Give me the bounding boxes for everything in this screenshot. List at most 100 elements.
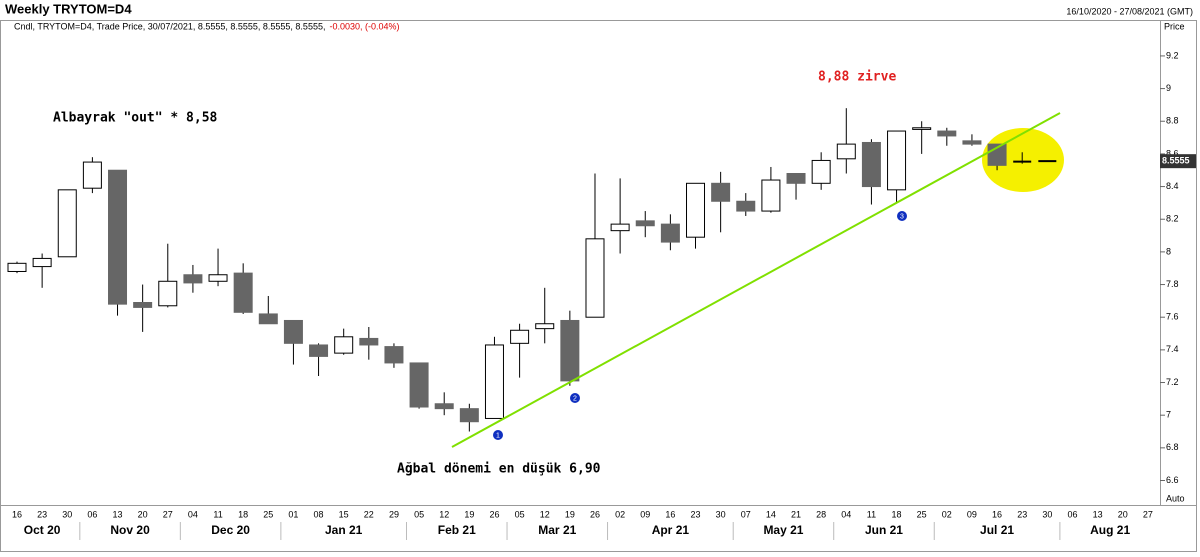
candle-body xyxy=(7,262,27,272)
y-tick-label: 7.6 xyxy=(1166,312,1179,322)
month-label: Jun 21 xyxy=(865,523,903,537)
x-tick-label: 27 xyxy=(1143,509,1153,519)
candle-body xyxy=(962,140,982,145)
candle-body xyxy=(334,336,354,354)
candle-body xyxy=(610,223,630,232)
y-tick-label: 8.8 xyxy=(1166,116,1179,126)
y-tick-label: 9.2 xyxy=(1166,50,1179,60)
x-tick-label: 19 xyxy=(464,509,474,519)
y-tick-label: 7.8 xyxy=(1166,279,1179,289)
candle-body xyxy=(912,127,932,130)
candle-body xyxy=(459,408,479,423)
candle-body xyxy=(208,274,228,282)
annotation: Ağbal dönemi en düşük 6,90 xyxy=(397,462,601,477)
change-text: -0.0030, (-0.04%) xyxy=(329,21,399,31)
x-tick-label: 09 xyxy=(640,509,650,519)
x-tick-label: 18 xyxy=(892,509,902,519)
x-tick-label: 16 xyxy=(665,509,675,519)
candle-body xyxy=(535,323,555,330)
x-tick-label: 15 xyxy=(339,509,349,519)
candle-body xyxy=(811,159,831,184)
x-tick-label: 16 xyxy=(12,509,22,519)
month-label: Nov 20 xyxy=(110,523,150,537)
x-tick-label: 25 xyxy=(917,509,927,519)
month-label: Jul 21 xyxy=(980,523,1014,537)
x-tick-label: 26 xyxy=(489,509,499,519)
month-label: Jan 21 xyxy=(325,523,363,537)
x-tick-label: 23 xyxy=(37,509,47,519)
x-tick-label: 09 xyxy=(967,509,977,519)
annotation: 8,88 zirve xyxy=(818,70,896,85)
x-tick-label: 28 xyxy=(816,509,826,519)
month-label: Feb 21 xyxy=(438,523,476,537)
x-tick-label: 21 xyxy=(791,509,801,519)
x-tick-label: 26 xyxy=(590,509,600,519)
candle-body xyxy=(108,169,128,305)
candle-body xyxy=(560,319,580,382)
x-tick-label: 18 xyxy=(238,509,248,519)
y-tick-label: 7.4 xyxy=(1166,344,1179,354)
x-tick-label: 30 xyxy=(62,509,72,519)
candles xyxy=(7,108,1057,432)
x-tick-label: 05 xyxy=(515,509,525,519)
candle-body xyxy=(183,274,203,284)
x-tick-label: 08 xyxy=(314,509,324,519)
candle-body xyxy=(510,329,530,344)
y-tick-label: 6.6 xyxy=(1166,475,1179,485)
x-tick-label: 14 xyxy=(766,509,776,519)
candle-body xyxy=(82,161,102,189)
x-tick-label: 20 xyxy=(138,509,148,519)
chart-title: Weekly TRYTOM=D4 xyxy=(5,1,132,16)
x-tick-label: 20 xyxy=(1118,509,1128,519)
candle-body xyxy=(836,143,856,160)
candle-body xyxy=(283,319,303,344)
month-label: Aug 21 xyxy=(1090,523,1130,537)
candle-body xyxy=(686,182,706,238)
candle-body xyxy=(887,130,907,191)
x-tick-label: 13 xyxy=(113,509,123,519)
candle-body xyxy=(32,257,52,268)
y-tick-label: 8.4 xyxy=(1166,181,1179,191)
candle-body xyxy=(57,189,77,258)
candle-body xyxy=(761,179,781,212)
x-tick-label: 12 xyxy=(439,509,449,519)
x-tick-label: 02 xyxy=(615,509,625,519)
candle-body xyxy=(585,238,605,318)
candle-body xyxy=(660,223,680,243)
scale-mode: Auto xyxy=(1166,493,1185,503)
x-tick-label: 06 xyxy=(1067,509,1077,519)
marker-label: 1 xyxy=(496,432,500,439)
candle-body xyxy=(937,130,957,137)
last-price-box xyxy=(1160,154,1196,169)
x-tick-label: 16 xyxy=(992,509,1002,519)
x-tick-label: 12 xyxy=(540,509,550,519)
candle-body xyxy=(384,346,404,364)
month-label: Mar 21 xyxy=(538,523,576,537)
x-tick-label: 02 xyxy=(942,509,952,519)
candle-body xyxy=(158,280,178,307)
y-axis-label: Price xyxy=(1164,21,1185,31)
y-tick-label: 7.2 xyxy=(1166,377,1179,387)
x-tick-label: 23 xyxy=(691,509,701,519)
candle-body xyxy=(258,313,278,325)
x-tick-label: 30 xyxy=(1042,509,1052,519)
candle-body xyxy=(434,403,454,410)
candle-body xyxy=(484,344,504,419)
candle-body xyxy=(233,272,253,313)
x-tick-label: 19 xyxy=(565,509,575,519)
y-tick-label: 8.2 xyxy=(1166,214,1179,224)
x-tick-label: 22 xyxy=(364,509,374,519)
x-tick-label: 27 xyxy=(163,509,173,519)
date-range: 16/10/2020 - 27/08/2021 (GMT) xyxy=(1066,6,1193,16)
x-axis-frame xyxy=(0,505,1197,552)
y-tick-label: 6.8 xyxy=(1166,442,1179,452)
annotation: Albayrak "out" * 8,58 xyxy=(53,111,218,126)
x-tick-label: 25 xyxy=(263,509,273,519)
month-label: Dec 20 xyxy=(211,523,250,537)
x-tick-label: 06 xyxy=(87,509,97,519)
y-tick-label: 8.6 xyxy=(1166,148,1179,158)
x-tick-label: 01 xyxy=(288,509,298,519)
marker-label: 2 xyxy=(573,395,577,402)
x-tick-label: 07 xyxy=(741,509,751,519)
